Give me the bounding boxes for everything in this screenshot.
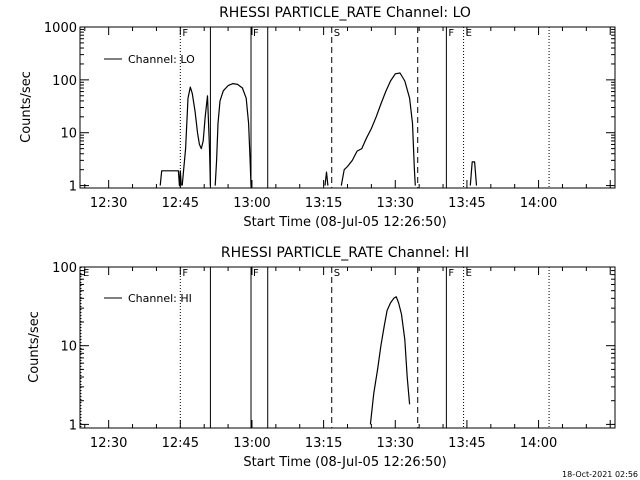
x-tick-label: 12:45 (162, 436, 199, 451)
y-tick-label: 10 (60, 340, 77, 355)
marker-label: S (334, 268, 340, 279)
x-tick-label: 14:00 (520, 436, 557, 451)
chart-panel-hi: RHESSI PARTICLE_RATE Channel: HI Counts/… (27, 245, 616, 470)
chart-title: RHESSI PARTICLE_RATE Channel: LO (219, 5, 471, 21)
x-tick-label: 12:30 (90, 436, 127, 451)
y-tick-label: 100 (52, 74, 77, 89)
x-ticks: 12:30 12:45 13:00 13:15 13:30 13:45 14:00 (84, 27, 611, 211)
y-axis-label: Counts/sec (27, 311, 42, 383)
x-tick-label: 13:15 (305, 436, 342, 451)
marker-label: F (182, 268, 188, 279)
y-tick-label: 1 (69, 418, 77, 433)
x-tick-label: 13:30 (377, 196, 414, 211)
series-line (469, 161, 478, 186)
plot-frame (79, 26, 616, 189)
chart-panel-lo: RHESSI PARTICLE_RATE Channel: LO Counts/… (19, 5, 616, 230)
series-group (159, 72, 478, 187)
legend-label: Channel: LO (128, 53, 195, 66)
x-tick-label: 12:45 (162, 196, 199, 211)
marker-label: E (466, 28, 472, 39)
x-tick-label: 13:00 (233, 436, 270, 451)
x-tick-label: 13:45 (448, 196, 485, 211)
x-axis-label: Start Time (08-Jul-05 12:26:50) (243, 215, 446, 230)
series-line (181, 86, 211, 186)
x-axis-label: Start Time (08-Jul-05 12:26:50) (243, 455, 446, 470)
series-line (340, 72, 416, 186)
x-tick-label: 14:00 (520, 196, 557, 211)
marker-label: E (83, 268, 89, 279)
legend-label: Channel: HI (128, 292, 192, 305)
x-tick-label: 12:30 (90, 196, 127, 211)
series-line (324, 171, 329, 186)
series-line (369, 296, 411, 425)
y-tick-label: 100 (52, 261, 77, 276)
marker-label: F (253, 28, 259, 39)
y-tick-label: 1000 (44, 21, 77, 36)
render-timestamp: 18-Oct-2021 02:56 (562, 470, 638, 479)
y-tick-label: 1 (69, 180, 77, 195)
y-ticks: 1 10 100 1000 (44, 21, 615, 195)
marker-label: S (334, 28, 340, 39)
chart-title: RHESSI PARTICLE_RATE Channel: HI (221, 245, 469, 261)
marker-label: F (253, 268, 259, 279)
marker-label: E (466, 268, 472, 279)
x-ticks: 12:30 12:45 13:00 13:15 13:30 13:45 14:00 (84, 267, 611, 451)
marker-label: F (182, 28, 188, 39)
y-tick-label: 10 (60, 127, 77, 142)
x-tick-label: 13:45 (448, 436, 485, 451)
x-tick-label: 13:00 (233, 196, 270, 211)
x-tick-label: 13:15 (305, 196, 342, 211)
marker-label: F (448, 28, 454, 39)
series-line (159, 170, 182, 187)
series-group (369, 296, 411, 425)
series-line (214, 82, 252, 186)
y-axis-label: Counts/sec (19, 71, 34, 143)
marker-label: F (448, 268, 454, 279)
y-ticks: 1 10 100 (52, 261, 615, 433)
x-tick-label: 13:30 (377, 436, 414, 451)
